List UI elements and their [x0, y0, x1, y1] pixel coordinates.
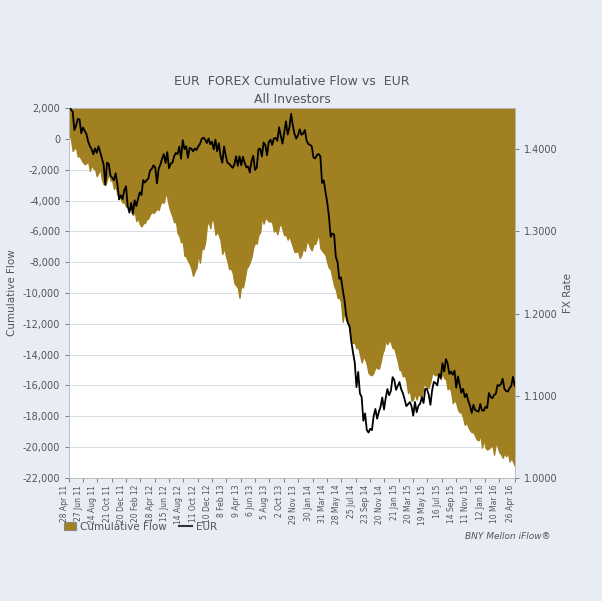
- Text: BNY Mellon iFlow®: BNY Mellon iFlow®: [465, 532, 551, 541]
- Legend: Cumulative Flow, EUR: Cumulative Flow, EUR: [60, 517, 222, 535]
- Y-axis label: Cumulative Flow: Cumulative Flow: [7, 249, 17, 337]
- Y-axis label: FX Rate: FX Rate: [563, 273, 573, 313]
- Text: All Investors: All Investors: [253, 93, 330, 106]
- Text: EUR  FOREX Cumulative Flow vs  EUR: EUR FOREX Cumulative Flow vs EUR: [174, 75, 410, 88]
